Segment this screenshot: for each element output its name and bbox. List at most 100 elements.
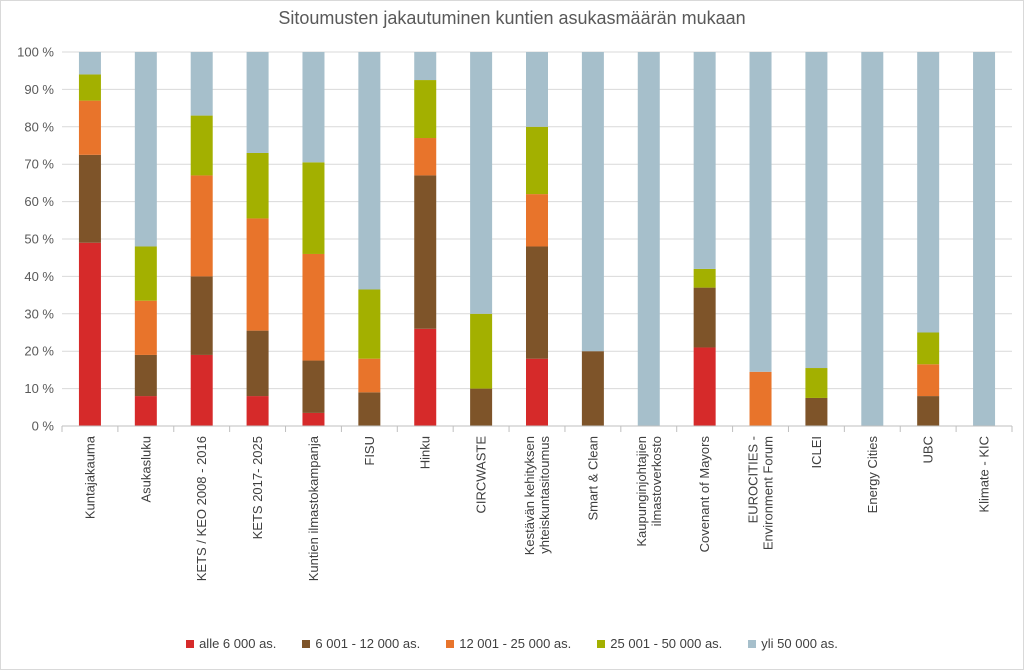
bar-segment: [973, 52, 996, 426]
y-tick-label: 50 %: [24, 232, 54, 247]
legend-label: 25 001 - 50 000 as.: [610, 636, 723, 651]
bar-segment: [917, 364, 940, 397]
x-tick-label-line: Kaupunginjohtajien: [634, 436, 649, 547]
bar-segment: [358, 392, 381, 426]
y-tick-label: 10 %: [24, 381, 54, 396]
bar-segment: [917, 396, 940, 426]
bar-segment: [693, 347, 716, 426]
bar-segment: [302, 253, 325, 361]
bar-segment: [190, 52, 213, 116]
bar-segment: [302, 52, 325, 163]
bar-segment: [805, 368, 828, 398]
x-tick-label-line: Environment Forum: [761, 436, 776, 550]
bar-segment: [526, 246, 548, 359]
legend-swatch: [748, 639, 757, 648]
x-tick-label-line: FISU: [362, 436, 377, 466]
bar-segment: [581, 351, 604, 426]
x-tick-label: EUROCITIES -Environment Forum: [746, 436, 776, 550]
x-tick-label-line: ilmastoverkosto: [649, 436, 664, 526]
bar-segment: [414, 52, 437, 81]
bar-segment: [302, 162, 325, 254]
legend-item: 6 001 - 12 000 as.: [302, 636, 420, 651]
bar-segment: [78, 242, 101, 426]
legend-label: 12 001 - 25 000 as.: [459, 636, 572, 651]
bar-segment: [414, 138, 437, 176]
bar-segment: [861, 52, 884, 426]
bar-segment: [526, 126, 548, 195]
y-tick-label: 80 %: [24, 119, 54, 134]
y-tick-label: 60 %: [24, 194, 54, 209]
x-tick-label: Kuntien ilmastokampanja: [306, 435, 321, 581]
legend-item: 12 001 - 25 000 as.: [446, 636, 571, 651]
x-tick-label: UBC: [921, 436, 936, 463]
x-tick-label-line: Covenant of Mayors: [697, 436, 712, 553]
x-tick-label-line: yhteiskuntasitoumus: [537, 436, 552, 554]
x-tick-label: Kuntajakauma: [82, 435, 97, 519]
legend-item: alle 6 000 as.: [186, 636, 276, 651]
x-tick-label: Covenant of Mayors: [697, 436, 712, 553]
legend-item: yli 50 000 as.: [748, 636, 838, 651]
bar-segment: [78, 100, 101, 155]
legend: alle 6 000 as. 6 001 - 12 000 as. 12 001 -…: [0, 636, 1024, 651]
x-tick-label-line: Kestävän kehityksen: [522, 436, 537, 555]
y-tick-label: 30 %: [24, 306, 54, 321]
y-tick-label: 70 %: [24, 157, 54, 172]
bar-segment: [246, 218, 269, 331]
x-tick-label: Smart & Clean: [585, 436, 600, 521]
bar-segment: [134, 52, 157, 247]
bar-segment: [358, 289, 381, 359]
bar-segment: [302, 360, 325, 413]
bar-segment: [414, 175, 437, 329]
x-tick-label: Kestävän kehityksenyhteiskuntasitoumus: [522, 436, 552, 556]
bar-segment: [78, 52, 101, 75]
bar-segment: [526, 194, 548, 247]
bar-segment: [414, 328, 437, 426]
x-tick-label-line: EUROCITIES -: [746, 436, 761, 523]
y-tick-label: 0 %: [32, 419, 55, 434]
x-tick-label: KETS / KEO 2008 - 2016: [194, 436, 209, 581]
legend-swatch: [302, 639, 311, 648]
legend-label: alle 6 000 as.: [199, 636, 277, 651]
x-tick-label-line: Kuntajakauma: [82, 435, 97, 519]
bar-segment: [414, 80, 437, 139]
bar-segment: [246, 152, 269, 219]
x-tick-label-line: KETS 2017- 2025: [250, 436, 265, 539]
x-tick-label-line: Hinku: [418, 436, 433, 469]
bar-segment: [693, 268, 716, 288]
bar-segment: [190, 276, 213, 355]
legend-swatch: [597, 639, 606, 648]
bar-segment: [246, 52, 269, 153]
bar-segment: [917, 332, 940, 365]
x-tick-label-line: Kuntien ilmastokampanja: [306, 435, 321, 581]
y-tick-label: 40 %: [24, 269, 54, 284]
x-tick-label-line: Smart & Clean: [585, 436, 600, 521]
bar-segment: [637, 52, 660, 426]
bar-segment: [581, 52, 604, 352]
x-tick-label: Energy Cities: [865, 436, 880, 514]
y-tick-label: 100 %: [17, 45, 54, 60]
bar-segment: [190, 175, 213, 277]
bar-segment: [246, 396, 269, 426]
x-tick-label: Hinku: [418, 436, 433, 469]
chart-title: Sitoumusten jakautuminen kuntien asukasm…: [278, 8, 746, 28]
x-tick-label-line: ICLEI: [809, 436, 824, 469]
y-tick-label: 20 %: [24, 344, 54, 359]
bar-segment: [134, 300, 157, 355]
bar-segment: [134, 354, 157, 397]
x-tick-label: CIRCWASTE: [474, 436, 489, 514]
x-tick-label-line: Klimate - KIC: [977, 436, 992, 513]
x-tick-label: Asukasluku: [138, 436, 153, 502]
bar-segment: [78, 154, 101, 243]
stacked-bar-chart: 0 % 10 % 20 % 30 % 40 % 50 % 60 % 70 % 80 % 90 % 1…: [17, 45, 1013, 581]
bar-segment: [805, 52, 828, 369]
x-tick-label: FISU: [362, 436, 377, 466]
bar-segment: [749, 371, 772, 426]
legend-swatch: [446, 639, 455, 648]
bar-segment: [693, 287, 716, 348]
bar-segment: [78, 74, 101, 101]
legend-swatch: [186, 639, 195, 648]
x-tick-label: ICLEI: [809, 436, 824, 469]
x-tick-label-line: Energy Cities: [865, 436, 880, 514]
legend-label: 6 001 - 12 000 as.: [315, 636, 421, 651]
